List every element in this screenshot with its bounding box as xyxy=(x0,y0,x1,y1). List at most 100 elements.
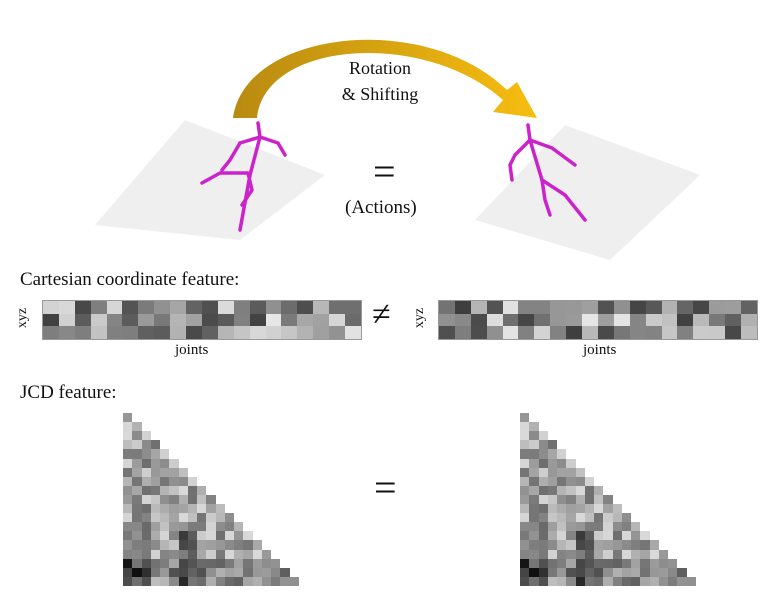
jcd-cell xyxy=(160,504,170,514)
jcd-cell xyxy=(280,486,289,495)
jcd-cell xyxy=(529,422,539,432)
jcd-cell xyxy=(206,449,215,458)
jcd-cell xyxy=(640,431,649,440)
jcd-cell xyxy=(640,468,649,477)
jcd-cell xyxy=(225,413,234,422)
jcd-cell xyxy=(612,513,622,523)
jcd-cell xyxy=(179,449,188,458)
heatmap-cell xyxy=(329,326,346,339)
jcd-cell xyxy=(585,459,594,468)
jcd-cell xyxy=(640,422,649,431)
heatmap-cell xyxy=(725,313,742,327)
jcd-cell xyxy=(594,477,603,486)
jcd-cell xyxy=(271,431,280,440)
jcd-cell xyxy=(206,531,216,541)
jcd-cell xyxy=(668,486,677,495)
jcd-cell xyxy=(547,467,558,477)
jcd-cell xyxy=(668,431,677,440)
jcd-cell xyxy=(566,567,576,577)
jcd-cell xyxy=(188,449,197,458)
jcd-cell xyxy=(132,467,142,477)
jcd-cell xyxy=(538,494,548,505)
jcd-cell xyxy=(659,468,668,477)
jcd-cell xyxy=(538,458,548,468)
jcd-cell xyxy=(262,504,271,513)
jcd-cell xyxy=(575,485,585,495)
jcd-cell xyxy=(243,549,253,559)
jcd-cell xyxy=(640,504,649,513)
jcd-cell xyxy=(225,504,234,513)
heatmap-cell xyxy=(170,313,187,327)
heatmap-cell xyxy=(329,313,346,327)
heatmap-cell xyxy=(534,326,551,339)
jcd-cell xyxy=(631,431,640,440)
jcd-cell xyxy=(566,494,576,505)
jcd-cell xyxy=(123,485,133,495)
jcd-cell xyxy=(612,504,622,514)
jcd-cell xyxy=(290,459,299,468)
heatmap-cell xyxy=(74,326,91,339)
jcd-cell xyxy=(151,413,160,422)
jcd-cell xyxy=(547,504,558,514)
jcd-cell xyxy=(576,431,585,440)
jcd-cell xyxy=(234,549,244,559)
jcd-cell xyxy=(631,413,640,422)
jcd-cell xyxy=(197,440,206,449)
jcd-cell xyxy=(290,568,299,577)
jcd-cell xyxy=(529,431,539,441)
jcd-cell xyxy=(160,413,169,422)
jcd-cell xyxy=(687,550,696,559)
jcd-cell xyxy=(613,459,622,468)
jcd-cell xyxy=(529,567,539,577)
heatmap-cell xyxy=(138,301,155,314)
jcd-cell xyxy=(150,567,161,577)
jcd-cell xyxy=(538,476,548,486)
jcd-cell xyxy=(132,504,142,514)
jcd-cell xyxy=(243,422,252,431)
jcd-cell xyxy=(253,486,262,495)
jcd-cell xyxy=(141,531,151,541)
jcd-cell xyxy=(566,476,576,486)
jcd-cell xyxy=(132,431,142,441)
jcd-cell xyxy=(612,567,622,577)
heatmap-cell xyxy=(661,313,678,327)
heatmap-cell xyxy=(677,313,694,327)
jcd-cell xyxy=(538,567,548,577)
jcd-cell xyxy=(123,558,133,568)
jcd-cell xyxy=(677,413,686,422)
jcd-cell xyxy=(677,504,686,513)
jcd-cell xyxy=(141,504,151,514)
jcd-cell xyxy=(603,567,613,577)
jcd-cell xyxy=(622,468,631,477)
jcd-cell xyxy=(160,467,170,477)
jcd-cell xyxy=(262,440,271,449)
heatmap-cell xyxy=(439,326,455,339)
jcd-cell xyxy=(123,440,133,450)
jcd-cell xyxy=(687,431,696,440)
jcd-cell xyxy=(253,531,262,540)
jcd-cell xyxy=(123,413,133,423)
jcd-cell xyxy=(557,467,567,477)
jcd-cell xyxy=(529,458,539,468)
jcd-cell xyxy=(631,504,640,513)
jcd-cell xyxy=(290,431,299,440)
jcd-cell xyxy=(243,540,253,550)
jcd-cell xyxy=(659,504,668,513)
jcd-cell xyxy=(631,468,640,477)
jcd-cell xyxy=(216,413,225,422)
jcd-cell xyxy=(290,550,299,559)
heatmap-cell xyxy=(138,313,155,327)
jcd-cell xyxy=(659,495,668,504)
jcd-cell xyxy=(215,576,225,586)
heatmap-cell xyxy=(249,301,266,314)
jcd-cell xyxy=(621,558,632,568)
jcd-cell xyxy=(160,494,170,505)
jcd-cell xyxy=(520,422,530,432)
heatmap-cell xyxy=(233,326,250,339)
jcd-cell xyxy=(243,567,253,577)
jcd-cell xyxy=(520,558,530,568)
jcd-cell xyxy=(631,495,640,504)
jcd-cell xyxy=(142,422,151,431)
jcd-cell xyxy=(687,468,696,477)
jcd-cell xyxy=(557,576,567,586)
